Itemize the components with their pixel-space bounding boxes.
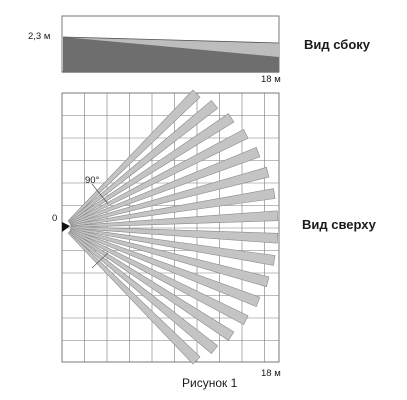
top-view-angle-label: 90° [85, 175, 100, 186]
side-view-panel [61, 15, 280, 73]
detection-beam [68, 113, 235, 224]
top-view-panel [61, 89, 280, 365]
detection-beam [70, 166, 270, 227]
side-view-height-label: 2,3 м [28, 31, 51, 42]
detection-beam [70, 226, 279, 244]
sensor-origin-marker [62, 222, 70, 232]
figure-caption: Рисунок 1 [182, 376, 238, 390]
side-view-title: Вид сбоку [304, 37, 371, 52]
detection-beam [69, 147, 261, 226]
angle-leader-line [91, 183, 109, 205]
side-view-dark-zone [63, 37, 279, 72]
angle-marker [91, 183, 109, 269]
side-view-distance-label: 18 м [261, 74, 281, 85]
top-view-origin-label: 0 [52, 213, 58, 224]
top-view-title: Вид сверху [302, 217, 376, 232]
detection-beams [67, 89, 279, 365]
detection-beam [69, 229, 249, 326]
detection-beam [68, 230, 219, 355]
detection-beam [67, 231, 201, 365]
angle-leader-line-lower [91, 252, 109, 269]
detection-beam [69, 228, 261, 307]
side-view-top-edge [62, 36, 280, 44]
detection-beam [68, 99, 219, 224]
top-view-distance-label: 18 м [261, 368, 281, 379]
detection-beam [70, 188, 276, 227]
